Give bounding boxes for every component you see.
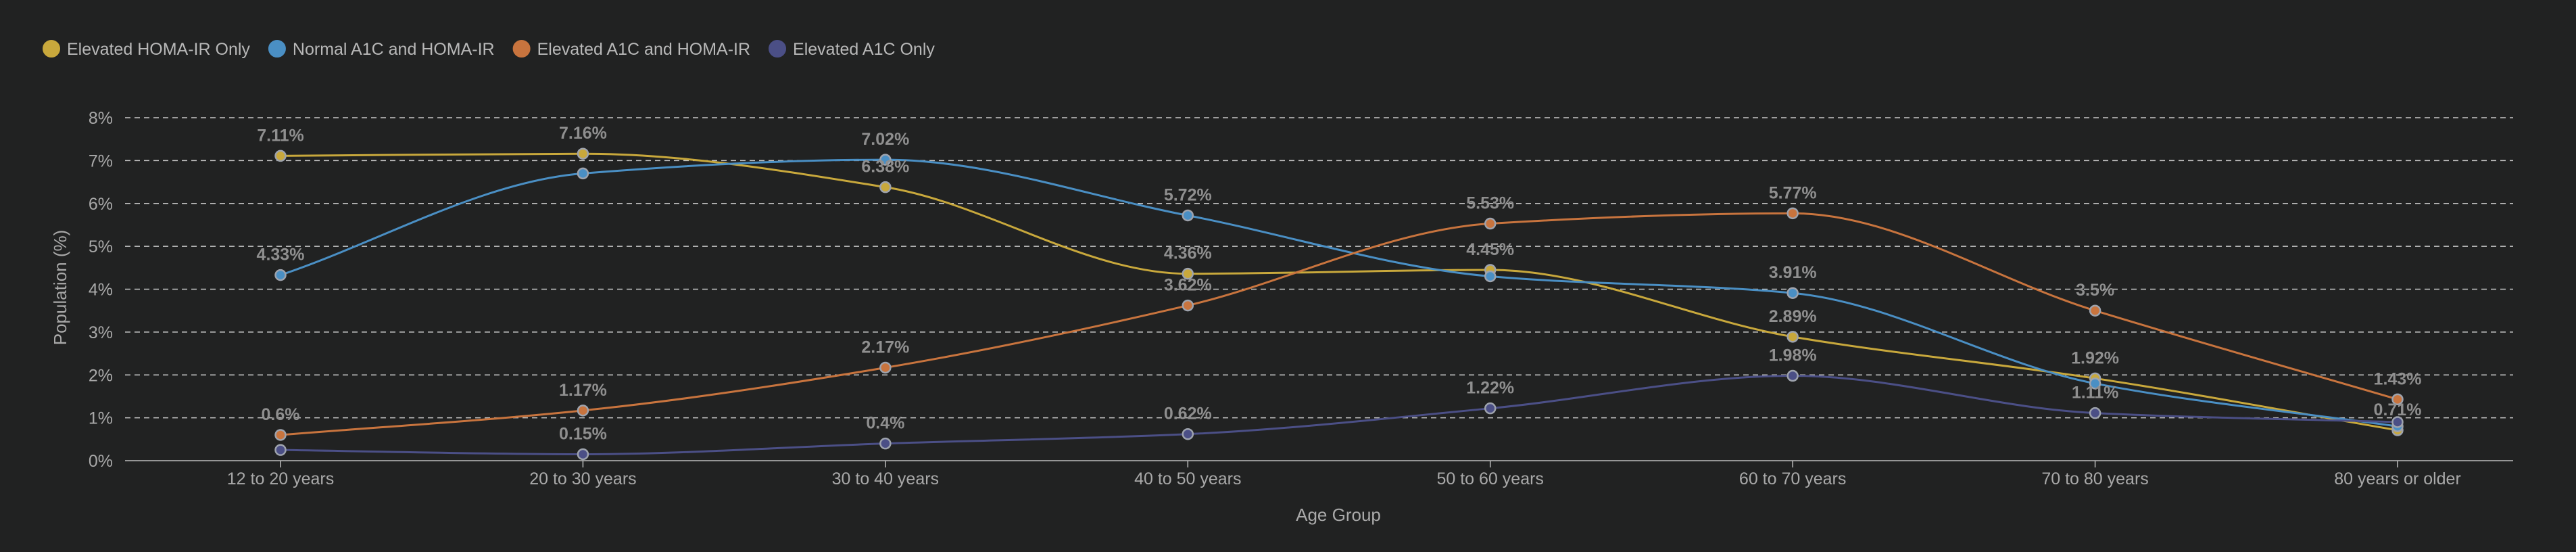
x-tick-label: 70 to 80 years	[2041, 469, 2148, 488]
legend-swatch	[43, 40, 60, 58]
legend-label: Normal A1C and HOMA-IR	[293, 40, 495, 59]
data-point[interactable]	[1787, 207, 1799, 220]
data-label: 4.36%	[1164, 244, 1212, 263]
data-label: 1.98%	[1769, 346, 1817, 365]
y-axis-title: Population (%)	[50, 230, 70, 346]
y-axis-ticks: 0% 1% 2% 3% 4% 5% 6% 7% 8%	[89, 109, 113, 471]
data-point[interactable]	[1484, 217, 1497, 230]
data-label: 2.89%	[1769, 307, 1817, 326]
y-tick-label: 3%	[89, 323, 113, 342]
legend-item-elevated-a1c-and-homa-ir[interactable]: Elevated A1C and HOMA-IR	[512, 40, 750, 59]
x-tick-label: 60 to 70 years	[1739, 469, 1846, 488]
data-point[interactable]	[879, 181, 892, 193]
data-point[interactable]	[1787, 287, 1799, 299]
data-label: 3.91%	[1769, 263, 1817, 282]
series-line-elevated-a1c-only	[280, 375, 2398, 455]
data-point[interactable]	[577, 167, 589, 180]
data-point[interactable]	[577, 405, 589, 417]
data-point[interactable]	[274, 269, 287, 281]
y-tick-label: 5%	[89, 237, 113, 256]
data-label: 0.62%	[1164, 405, 1212, 423]
series-lines	[280, 152, 2398, 455]
data-point[interactable]	[274, 444, 287, 456]
legend-label: Elevated A1C and HOMA-IR	[537, 40, 750, 59]
y-tick-label: 2%	[89, 366, 113, 385]
x-tick-label: 80 years or older	[2334, 469, 2461, 488]
data-point[interactable]	[1484, 402, 1497, 415]
legend-item-normal-a1c-and-homa-ir[interactable]: Normal A1C and HOMA-IR	[268, 40, 495, 59]
x-axis-ticks: 12 to 20 years 20 to 30 years 30 to 40 yea…	[227, 461, 2461, 488]
data-point[interactable]	[577, 147, 589, 160]
data-labels: 7.11% 7.16% 6.38% 4.36% 4.45% 2.89% 1.92% 0.71%…	[257, 124, 2422, 443]
legend-label: Elevated HOMA-IR Only	[67, 40, 250, 59]
data-label: 6.38%	[861, 158, 909, 177]
series-line-elevated-homa-ir-only	[280, 152, 2398, 432]
data-point[interactable]	[2089, 407, 2101, 419]
x-tick-label: 50 to 60 years	[1436, 469, 1543, 488]
grid	[125, 117, 2513, 461]
data-point[interactable]	[2089, 304, 2101, 317]
x-tick-label: 30 to 40 years	[832, 469, 939, 488]
data-label: 7.11%	[257, 126, 304, 145]
data-point[interactable]	[1182, 428, 1194, 440]
data-point[interactable]	[274, 429, 287, 441]
data-point[interactable]	[2391, 393, 2404, 406]
data-label: 1.22%	[1466, 379, 1514, 398]
x-tick-label: 12 to 20 years	[227, 469, 334, 488]
data-label: 5.77%	[1769, 183, 1817, 202]
data-point[interactable]	[274, 150, 287, 162]
legend-swatch	[512, 40, 531, 58]
legend-swatch	[769, 40, 787, 58]
data-label: 7.02%	[861, 130, 909, 149]
x-tick-label: 40 to 50 years	[1134, 469, 1241, 488]
data-label: 2.17%	[861, 338, 909, 356]
data-label: 1.43%	[2374, 369, 2422, 388]
data-label: 1.92%	[2071, 348, 2119, 367]
y-tick-label: 4%	[89, 281, 113, 300]
series-line-normal-a1c-and-homa-ir	[280, 158, 2398, 428]
data-point[interactable]	[1182, 209, 1194, 222]
data-label: 7.16%	[559, 124, 607, 143]
data-point[interactable]	[879, 437, 892, 450]
legend-item-elevated-a1c-only[interactable]: Elevated A1C Only	[769, 40, 935, 59]
data-label: 3.5%	[2076, 281, 2114, 300]
y-tick-label: 0%	[89, 452, 113, 471]
data-label: 0.6%	[262, 405, 300, 424]
data-label: 5.53%	[1466, 194, 1514, 213]
data-point[interactable]	[577, 448, 589, 461]
data-point[interactable]	[1787, 369, 1799, 382]
y-tick-label: 8%	[89, 109, 113, 128]
x-axis-title: Age Group	[1296, 505, 1381, 525]
data-point[interactable]	[1484, 270, 1497, 283]
data-point[interactable]	[1787, 331, 1799, 343]
data-label: 4.33%	[257, 246, 305, 264]
data-point[interactable]	[2089, 377, 2101, 390]
data-label: 4.45%	[1466, 240, 1514, 259]
legend: Elevated HOMA-IR Only Normal A1C and HOMA…	[43, 40, 935, 59]
data-point[interactable]	[1182, 267, 1194, 280]
y-tick-label: 1%	[89, 409, 113, 428]
data-point[interactable]	[2391, 416, 2404, 428]
legend-label: Elevated A1C Only	[793, 40, 935, 59]
legend-item-elevated-homa-ir-only[interactable]: Elevated HOMA-IR Only	[43, 40, 251, 59]
data-label: 5.72%	[1164, 185, 1212, 204]
data-label: 1.17%	[559, 381, 607, 400]
series-points	[274, 147, 2404, 461]
data-label: 0.4%	[866, 414, 904, 433]
x-tick-label: 20 to 30 years	[529, 469, 636, 488]
data-label: 0.15%	[559, 424, 607, 443]
data-label: 3.62%	[1164, 276, 1212, 295]
data-label: 0.71%	[2374, 400, 2422, 419]
data-point[interactable]	[1182, 299, 1194, 312]
data-point[interactable]	[879, 154, 892, 166]
data-label: 1.11%	[2072, 384, 2119, 402]
legend-swatch	[268, 40, 286, 58]
data-point[interactable]	[879, 361, 892, 374]
y-tick-label: 7%	[89, 152, 113, 170]
series-line-elevated-a1c-and-homa-ir	[280, 212, 2398, 436]
y-tick-label: 6%	[89, 195, 113, 214]
